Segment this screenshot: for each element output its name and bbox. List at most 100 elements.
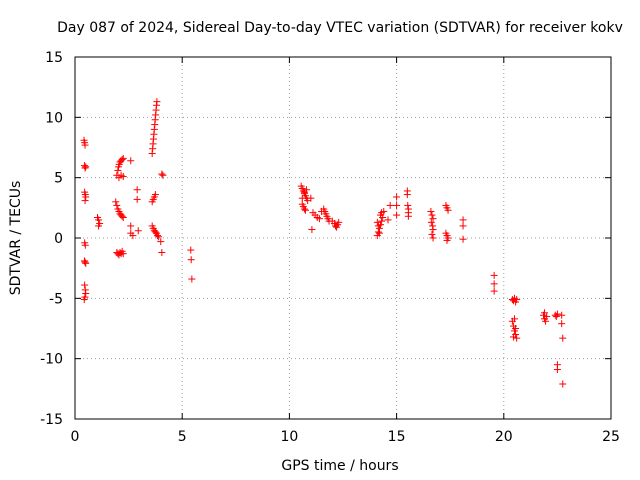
data-points [80, 98, 567, 388]
x-tick-label: 25 [602, 429, 620, 445]
data-point [542, 317, 550, 325]
axis-ticks: 0 5 10 15 20 25 -15 -10 -5 0 5 10 15 [40, 50, 620, 445]
y-tick-label: 10 [45, 110, 63, 126]
data-point [82, 290, 90, 298]
data-point [553, 310, 561, 318]
data-point [404, 212, 412, 220]
y-tick-label: 0 [54, 231, 63, 247]
data-point [151, 228, 159, 236]
data-point [155, 233, 163, 241]
data-point [114, 166, 122, 174]
data-point [427, 218, 435, 226]
data-point [513, 296, 521, 304]
data-point [82, 163, 90, 171]
y-tick-label: 15 [45, 50, 63, 66]
data-point [119, 172, 127, 180]
data-point [429, 226, 437, 234]
x-axis-label: GPS time / hours [281, 458, 398, 474]
data-point [374, 222, 382, 230]
data-point [188, 275, 196, 283]
data-point [187, 246, 195, 254]
data-point [308, 226, 316, 234]
data-point [81, 281, 89, 289]
data-point [157, 238, 165, 246]
data-point [134, 227, 142, 235]
data-point [119, 213, 127, 221]
data-point [490, 287, 498, 295]
data-point [118, 212, 126, 220]
data-point [158, 170, 166, 178]
data-point [429, 234, 437, 242]
data-point [459, 235, 467, 243]
chart-title: Day 087 of 2024, Sidereal Day-to-day VTE… [57, 20, 623, 36]
data-point [490, 271, 498, 279]
data-point [511, 315, 519, 323]
data-point [335, 218, 343, 226]
data-point [81, 164, 89, 172]
data-point [386, 201, 394, 209]
data-point [118, 156, 126, 164]
y-axis-label: SDTVAR / TECUs [8, 181, 24, 296]
data-point [393, 201, 401, 209]
data-point [298, 194, 306, 202]
data-point [428, 230, 436, 238]
data-point [154, 232, 162, 240]
data-point [428, 211, 436, 219]
data-point [112, 198, 120, 206]
data-point [373, 218, 381, 226]
data-point [303, 186, 311, 194]
data-point [81, 241, 89, 249]
y-tick-label: -5 [49, 291, 63, 307]
data-point [119, 154, 127, 162]
data-point [404, 201, 412, 209]
data-point [159, 171, 167, 179]
data-point [315, 215, 323, 223]
data-point [559, 334, 567, 342]
data-point [558, 320, 566, 328]
data-point [375, 229, 383, 237]
x-tick-label: 5 [178, 429, 187, 445]
data-point [512, 325, 520, 332]
data-point [490, 280, 498, 288]
data-point [82, 193, 90, 201]
data-point [80, 296, 88, 304]
y-tick-label: 5 [54, 171, 63, 187]
data-point [133, 186, 141, 194]
data-point [129, 232, 137, 240]
data-point [81, 197, 89, 205]
x-tick-label: 0 [71, 429, 80, 445]
data-point [558, 311, 566, 319]
data-point [559, 380, 567, 388]
data-point [151, 191, 159, 199]
data-point [541, 309, 549, 317]
grid [75, 57, 611, 419]
data-point [113, 201, 121, 209]
data-point [158, 248, 166, 256]
data-point [81, 141, 89, 149]
data-point [307, 194, 315, 202]
data-point [153, 98, 161, 106]
data-point [427, 207, 435, 215]
data-point [133, 195, 141, 203]
data-point [459, 222, 467, 230]
data-point [82, 259, 90, 267]
data-point [393, 193, 401, 201]
data-point [380, 207, 388, 215]
data-point [393, 211, 401, 219]
data-point [300, 205, 308, 213]
x-tick-label: 15 [388, 429, 406, 445]
data-point [443, 236, 451, 244]
data-point [95, 216, 103, 224]
data-point [403, 191, 411, 199]
data-point [543, 312, 551, 320]
data-point [444, 206, 452, 214]
data-point [95, 222, 103, 230]
data-point [301, 206, 309, 214]
x-tick-label: 10 [280, 429, 298, 445]
data-point [553, 366, 561, 374]
data-point [119, 250, 127, 258]
y-tick-label: -10 [40, 352, 63, 368]
data-point [127, 157, 135, 165]
data-point [374, 228, 382, 236]
